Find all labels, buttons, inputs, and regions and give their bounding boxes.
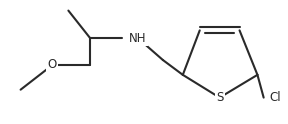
Text: Cl: Cl: [269, 91, 281, 104]
Text: S: S: [216, 91, 223, 104]
Text: O: O: [48, 59, 57, 71]
Text: NH: NH: [129, 32, 147, 45]
